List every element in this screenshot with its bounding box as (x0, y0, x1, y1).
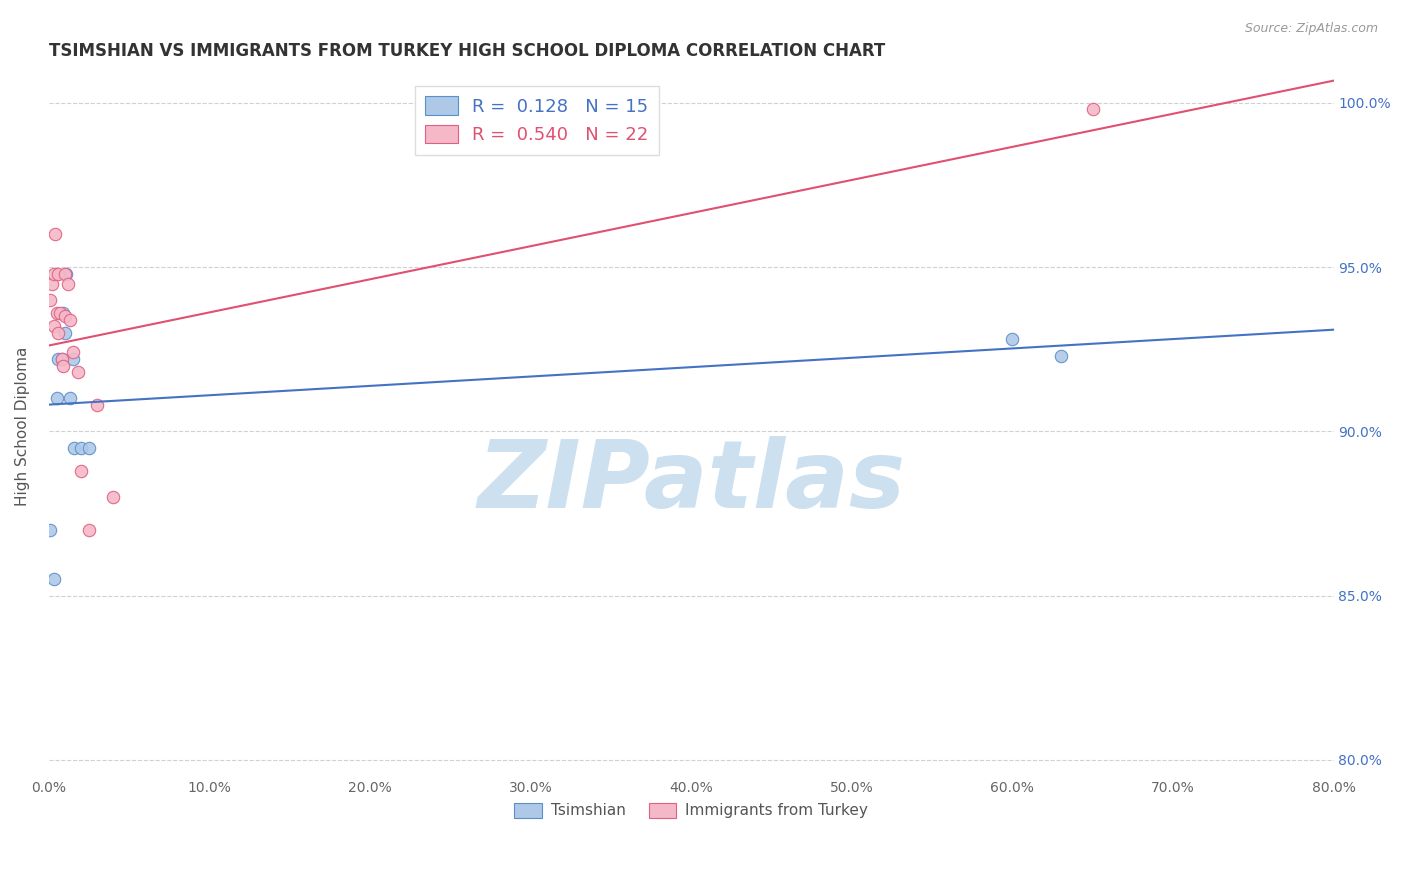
Text: TSIMSHIAN VS IMMIGRANTS FROM TURKEY HIGH SCHOOL DIPLOMA CORRELATION CHART: TSIMSHIAN VS IMMIGRANTS FROM TURKEY HIGH… (49, 42, 884, 60)
Legend: Tsimshian, Immigrants from Turkey: Tsimshian, Immigrants from Turkey (508, 797, 875, 824)
Point (48, 352, 70, 367)
Point (62, 345, 84, 359)
Point (45, 306, 67, 320)
Point (63, 441, 86, 455)
Point (42, 319, 65, 334)
Point (86, 398, 108, 412)
Point (53, 267, 76, 281)
Point (44, 227, 66, 242)
Y-axis label: High School Diploma: High School Diploma (15, 347, 30, 506)
Point (48, 267, 70, 281)
Point (1081, 103, 1104, 117)
Text: ZIPatlas: ZIPatlas (477, 436, 905, 528)
Point (45, 392, 67, 406)
Point (77, 441, 100, 455)
Point (39, 523, 62, 537)
Point (1049, 349, 1071, 363)
Point (70, 464, 93, 478)
Point (53, 310, 76, 324)
Point (52, 306, 75, 320)
Point (51, 352, 73, 367)
Text: Source: ZipAtlas.com: Source: ZipAtlas.com (1244, 22, 1378, 36)
Point (62, 352, 84, 367)
Point (42, 267, 65, 281)
Point (41, 277, 63, 291)
Point (49, 306, 72, 320)
Point (77, 523, 100, 537)
Point (51, 352, 73, 367)
Point (48, 326, 70, 340)
Point (101, 490, 124, 504)
Point (1001, 332, 1024, 346)
Point (59, 312, 82, 326)
Point (39, 293, 62, 307)
Point (52, 359, 75, 373)
Point (53, 326, 76, 340)
Point (56, 277, 79, 291)
Point (66, 365, 89, 379)
Point (42, 572, 65, 586)
Point (55, 267, 77, 281)
Point (59, 392, 82, 406)
Point (70, 441, 93, 455)
